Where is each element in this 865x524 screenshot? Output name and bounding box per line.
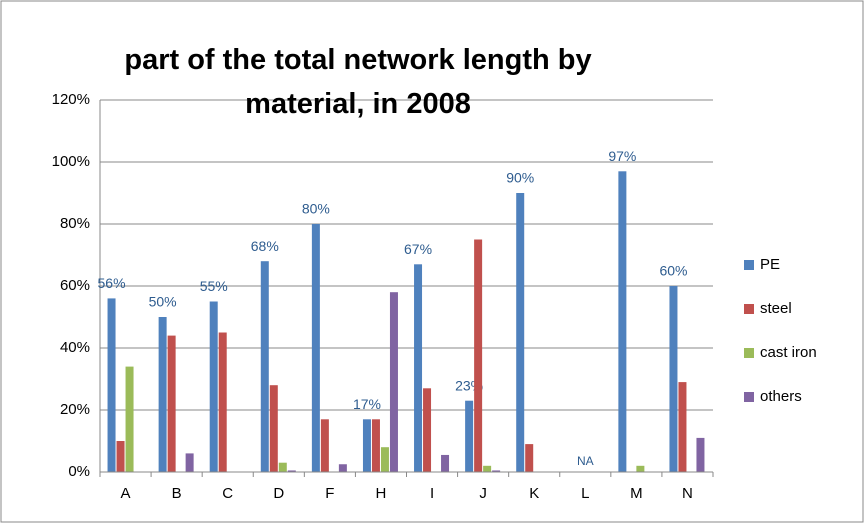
bar <box>218 332 227 472</box>
data-label: 97% <box>608 148 636 164</box>
bar <box>669 286 678 472</box>
bar <box>618 171 627 473</box>
chart-title: part of the total network length by mate… <box>124 44 592 120</box>
bar <box>362 419 371 472</box>
bar <box>116 441 125 472</box>
data-label: 55% <box>200 278 228 294</box>
bar <box>483 465 492 472</box>
bar <box>678 382 687 472</box>
bar <box>209 301 218 472</box>
legend-label: cast iron <box>760 344 817 361</box>
bar <box>269 385 278 472</box>
y-tick-label: 0% <box>68 463 90 480</box>
y-tick-label: 20% <box>60 401 90 418</box>
legend-swatch <box>744 260 754 270</box>
data-label: 67% <box>404 241 432 257</box>
x-tick-label: C <box>222 485 233 502</box>
bar <box>287 470 296 472</box>
x-tick-label: K <box>529 485 539 502</box>
bar <box>107 298 116 472</box>
bar <box>423 388 432 472</box>
data-label: NA <box>577 454 594 468</box>
x-tick-label: F <box>325 485 334 502</box>
y-tick-label: 40% <box>60 339 90 356</box>
x-tick-label: M <box>630 485 643 502</box>
bar <box>371 419 380 472</box>
bar <box>320 419 329 472</box>
legend-swatch <box>744 392 754 402</box>
legend-label: PE <box>760 256 780 273</box>
x-tick-label: D <box>273 485 284 502</box>
bar <box>278 462 287 472</box>
bar <box>380 447 389 472</box>
bar <box>158 317 167 472</box>
bar <box>492 470 501 472</box>
bar <box>636 465 645 472</box>
bar <box>525 444 534 472</box>
bar <box>125 366 134 472</box>
data-label: 17% <box>353 396 381 412</box>
y-tick-label: 120% <box>52 91 90 108</box>
x-tick-label: N <box>682 485 693 502</box>
bar <box>185 453 194 472</box>
data-label: 60% <box>659 263 687 279</box>
x-tick-label: I <box>430 485 434 502</box>
bar <box>389 292 398 472</box>
x-tick-label: A <box>121 485 131 502</box>
data-label: 80% <box>302 201 330 217</box>
legend-swatch <box>744 348 754 358</box>
bar <box>696 437 705 472</box>
bar <box>474 239 483 472</box>
legend-label: steel <box>760 300 792 317</box>
data-label: 50% <box>149 294 177 310</box>
bar <box>516 193 525 472</box>
x-tick-label: B <box>172 485 182 502</box>
bar <box>260 261 269 472</box>
y-tick-label: 100% <box>52 153 90 170</box>
bar <box>465 400 474 472</box>
bar <box>338 464 347 472</box>
x-tick-label: L <box>581 485 589 502</box>
data-label: 68% <box>251 238 279 254</box>
x-tick-label: J <box>479 485 487 502</box>
x-tick-label: H <box>376 485 387 502</box>
data-label: 56% <box>98 275 126 291</box>
legend-swatch <box>744 304 754 314</box>
bar <box>414 264 423 472</box>
legend-label: others <box>760 388 802 405</box>
bar <box>311 224 320 472</box>
bar <box>441 454 450 472</box>
y-tick-label: 60% <box>60 277 90 294</box>
y-tick-label: 80% <box>60 215 90 232</box>
bar <box>167 335 176 472</box>
data-label: 90% <box>506 170 534 186</box>
